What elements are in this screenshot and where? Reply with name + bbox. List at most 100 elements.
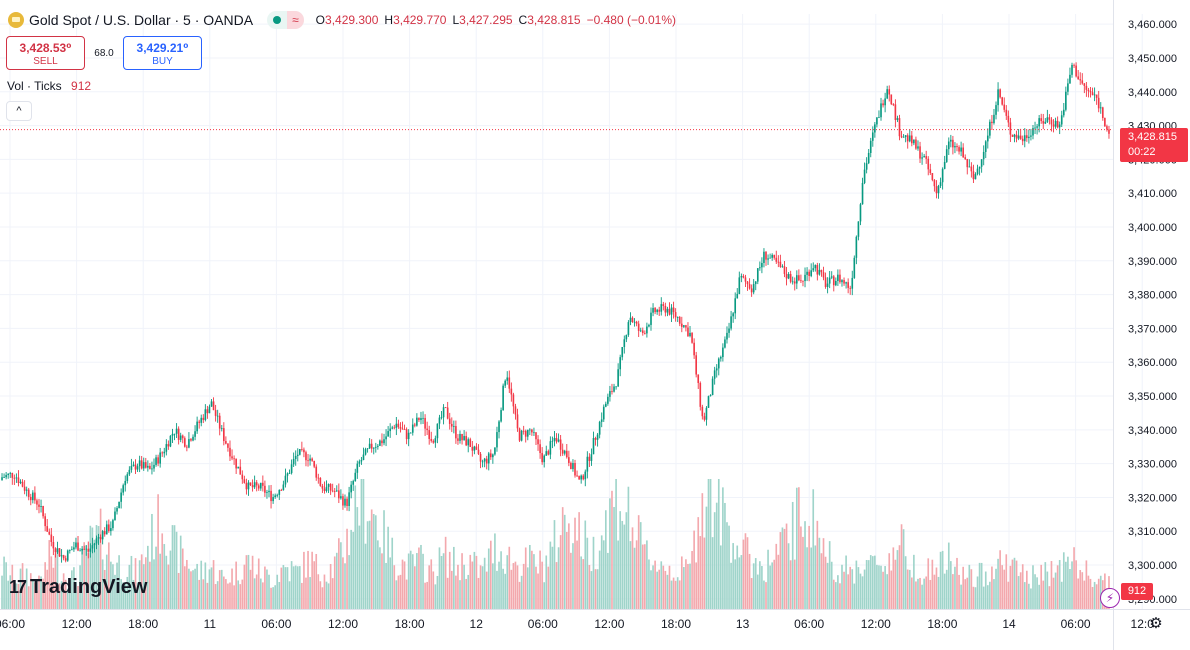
candle-body: [535, 432, 537, 440]
volume-bar: [783, 528, 786, 609]
volume-bar: [426, 581, 428, 609]
volume-bar: [923, 578, 925, 609]
symbol-title[interactable]: Gold Spot / U.S. Dollar · 5 · OANDA: [29, 12, 254, 28]
candle-body: [112, 520, 114, 529]
candle-body: [785, 273, 788, 279]
volume-bar: [498, 561, 500, 609]
volume-bar: [867, 560, 870, 609]
candle-body: [1091, 92, 1094, 96]
candle-body: [218, 415, 221, 429]
candle-body: [574, 463, 576, 476]
candle-body: [440, 417, 443, 419]
candle-body: [442, 407, 445, 418]
volume-bar: [401, 559, 404, 609]
volume-bar: [1091, 586, 1094, 609]
volume-legend[interactable]: Vol · Ticks 912: [7, 79, 91, 93]
candle-body: [247, 482, 250, 490]
time-axis[interactable]: 06:00 12:00 18:00 11 06:00 12:00 18:00 12 06:00 1…: [0, 609, 1190, 632]
candle-body: [354, 472, 357, 482]
candle-body: [1034, 127, 1036, 129]
volume-bar: [855, 560, 858, 609]
volume-bar: [750, 578, 753, 609]
volume-bar: [970, 569, 973, 609]
volume-bar: [748, 553, 751, 609]
volume-bar: [120, 579, 122, 609]
price-tick-label: 3,450.000: [1128, 53, 1177, 65]
volume-bar: [298, 566, 301, 609]
volume-bar: [144, 557, 147, 609]
candle-body: [405, 429, 408, 440]
price-tick-label: 3,320.000: [1128, 492, 1177, 504]
volume-bar: [155, 546, 157, 609]
tradingview-logo[interactable]: 17 TradingView: [9, 576, 147, 599]
candle-body: [902, 136, 905, 138]
volume-bar: [851, 569, 854, 609]
price-axis[interactable]: 3,290.0003,300.0003,310.0003,320.0003,33…: [1113, 0, 1177, 650]
volume-bar: [547, 566, 550, 609]
volume-bar: [861, 576, 864, 609]
volume-bar: [504, 573, 507, 609]
bolt-icon[interactable]: ⚡: [1100, 588, 1120, 608]
volume-bar: [44, 562, 46, 609]
volume-bar: [543, 582, 546, 609]
volume-bar: [467, 574, 470, 609]
ohlc-key: O: [315, 13, 326, 27]
candle-body: [64, 558, 67, 561]
candle-body: [984, 141, 987, 152]
candle-body: [604, 403, 607, 407]
volume-bar: [438, 547, 441, 609]
buy-button[interactable]: 3,429.21⁰ BUY: [123, 36, 202, 70]
trade-panel: 3,428.53⁰ SELL 68.0 3,429.21⁰ BUY: [6, 36, 202, 70]
volume-bar: [264, 566, 266, 609]
volume-bar: [272, 587, 274, 609]
time-tick-label: 06:00: [1061, 617, 1091, 631]
candle-body: [759, 267, 761, 269]
volume-bar: [1069, 569, 1071, 609]
volume-bar: [105, 554, 108, 609]
candle-body: [1065, 91, 1067, 110]
volume-bar: [508, 546, 511, 609]
volume-bar: [229, 582, 231, 609]
sell-button[interactable]: 3,428.53⁰ SELL: [6, 36, 85, 70]
volume-bar: [395, 580, 398, 609]
market-status-pill[interactable]: ≈: [267, 11, 304, 29]
candle-body: [568, 457, 570, 463]
volume-bar: [890, 570, 893, 609]
candle-body: [1017, 135, 1020, 139]
candle-body: [1044, 121, 1047, 124]
candle-body: [288, 473, 291, 474]
collapse-legend-button[interactable]: ^: [6, 101, 32, 121]
volume-bar: [214, 584, 217, 609]
volume-bar: [15, 583, 18, 609]
candle-body: [9, 473, 12, 474]
candle-body: [1106, 126, 1108, 130]
volume-bar: [935, 567, 938, 609]
volume-bar: [381, 553, 383, 609]
volume-bar: [83, 542, 85, 609]
volume-bar: [818, 537, 821, 609]
candle-body: [855, 236, 858, 258]
market-open-dot-icon: [273, 16, 282, 24]
volume-bar: [812, 489, 815, 609]
volume-bar: [420, 544, 422, 609]
volume-bar: [625, 512, 628, 609]
candle-body: [290, 464, 293, 474]
volume-bar: [181, 548, 184, 609]
volume-bar: [60, 581, 63, 609]
volume-bar: [48, 540, 51, 609]
gear-icon[interactable]: ⚙: [1149, 615, 1163, 632]
candle-body: [763, 251, 765, 263]
candle-body: [687, 327, 689, 337]
candle-body: [592, 438, 595, 455]
volume-bar: [1019, 572, 1022, 609]
candle-body: [241, 474, 244, 480]
time-tick-label: 06:00: [261, 617, 291, 631]
volume-bar: [249, 569, 252, 609]
volume-bar: [816, 520, 819, 609]
time-tick-label: 18:00: [661, 617, 691, 631]
candle-body: [851, 277, 854, 289]
volume-bar: [128, 564, 131, 609]
volume-bar: [444, 536, 447, 609]
